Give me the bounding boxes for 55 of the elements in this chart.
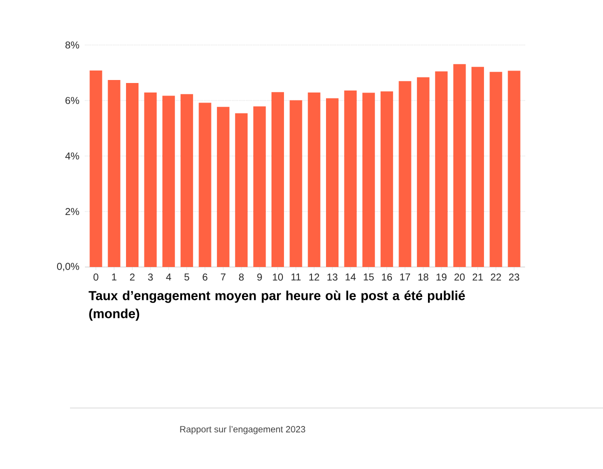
x-tick-label: 12 — [309, 274, 320, 281]
bar — [144, 92, 157, 267]
x-tick-label: 1 — [112, 274, 116, 280]
bar — [471, 66, 484, 267]
x-tick-label: 7 — [220, 274, 226, 280]
x-tick-label: 4 — [166, 274, 172, 280]
bar — [435, 71, 448, 267]
x-tick-label: 23 — [509, 274, 520, 281]
bar — [508, 70, 520, 267]
y-tick-label: 6% — [66, 96, 80, 104]
bar — [380, 91, 394, 267]
bar — [398, 81, 412, 267]
bar — [453, 64, 466, 267]
y-tick-label: 2% — [66, 208, 80, 216]
x-tick-label: 10 — [272, 274, 283, 281]
bar — [290, 100, 302, 267]
x-tick-label: 8 — [239, 274, 244, 281]
x-tick-label: 2 — [130, 274, 135, 281]
bar — [416, 77, 430, 267]
x-tick-label: 9 — [257, 274, 262, 281]
bar — [180, 94, 194, 267]
x-tick-label: 3 — [148, 274, 153, 281]
x-tick-label: 11 — [291, 274, 301, 280]
y-tick-label: 0,0% — [57, 262, 80, 272]
x-tick-label: 19 — [436, 274, 446, 281]
bar — [326, 98, 339, 267]
x-tick-label: 0 — [94, 274, 98, 281]
bar — [308, 92, 320, 267]
x-tick-label: 21 — [472, 274, 483, 281]
x-tick-label: 17 — [400, 274, 410, 280]
y-tick-label: 4% — [65, 152, 80, 160]
x-tick-label: 5 — [184, 274, 190, 281]
x-tick-label: 22 — [490, 274, 501, 281]
x-tick-label: 15 — [364, 274, 374, 281]
bar — [126, 83, 139, 267]
bar — [162, 96, 175, 267]
bar — [235, 113, 248, 267]
bar — [108, 80, 120, 267]
bar — [344, 90, 357, 267]
x-tick-label: 13 — [327, 274, 338, 281]
bar — [253, 106, 266, 267]
bar — [216, 106, 230, 267]
bar — [490, 72, 502, 267]
bar — [271, 92, 284, 267]
bar — [198, 102, 212, 267]
x-tick-label: 6 — [202, 274, 208, 281]
x-tick-label: 18 — [418, 274, 428, 281]
x-tick-label: 16 — [382, 274, 392, 281]
bar — [90, 70, 102, 267]
x-tick-label: 20 — [454, 274, 465, 281]
bar — [362, 92, 375, 267]
y-tick-label: 8% — [65, 41, 80, 49]
x-tick-label: 14 — [346, 274, 356, 280]
text: Rapport sur l’engagement 2023 — [180, 426, 306, 434]
text: Taux d’engagement moyen par heure où le post a été publié (monde) — [88, 290, 465, 321]
